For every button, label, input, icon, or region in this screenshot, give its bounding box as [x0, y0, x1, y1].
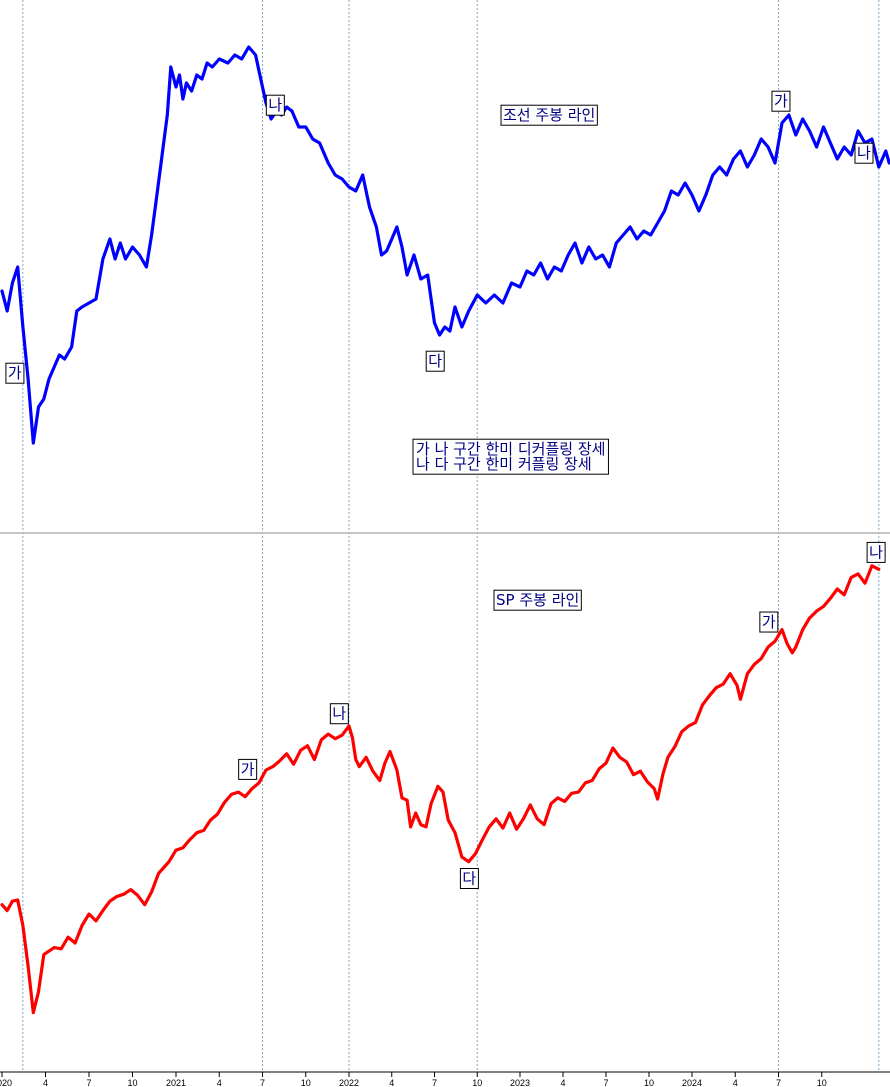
annotation-label: 나	[332, 705, 346, 723]
annotation-label-box	[459, 867, 479, 889]
x-tick-label: 10	[472, 1078, 482, 1087]
note-line: 나 다 구간 한미 커플링 장세	[416, 455, 592, 473]
x-tick-label: 2023	[510, 1078, 530, 1087]
annotation-label-box	[265, 94, 285, 116]
x-tick-label: 10	[817, 1078, 827, 1087]
x-tick-label: 10	[301, 1078, 311, 1087]
x-tick-label: 7	[603, 1078, 608, 1087]
x-tick-label: 7	[86, 1078, 91, 1087]
annotation-label: 다	[462, 869, 476, 887]
x-tick-label: 7	[432, 1078, 437, 1087]
notes-border	[412, 438, 609, 475]
vertical-gridlines	[22, 0, 880, 1072]
x-tick-label: 2021	[166, 1078, 186, 1087]
series-lines	[0, 45, 890, 1015]
x-axis: 2020 4 7 10 2021 4 7 10 2022 4 7 10 2023 4 7 10 2024 4 7 10	[0, 1072, 827, 1087]
chart-title-bottom: SP 주봉 라인	[496, 591, 579, 609]
x-tick-label: 4	[43, 1078, 48, 1087]
chart-title-top-box	[500, 104, 598, 126]
annotation-label: 나	[268, 96, 282, 114]
chart-title-bottom-box	[493, 589, 582, 611]
annotation-label-box	[866, 541, 886, 563]
x-tick-label: 4	[389, 1078, 394, 1087]
chart-title-top: 조선 주봉 라인	[503, 106, 595, 124]
x-tick-label: 2024	[682, 1078, 702, 1087]
x-tick-label: 4	[733, 1078, 738, 1087]
annotation-label: 가	[774, 92, 788, 110]
annotation-label: 가	[762, 613, 776, 631]
x-tick-label: 4	[217, 1078, 222, 1087]
x-tick-label: 7	[776, 1078, 781, 1087]
annotation-label-box	[425, 350, 445, 372]
annotation-label: 가	[241, 760, 255, 778]
annotation-label: 다	[428, 352, 442, 370]
note-line: 가 나 구간 한미 디커플링 장세	[416, 440, 605, 458]
x-tick-label: 10	[644, 1078, 654, 1087]
series-line-sp	[0, 564, 881, 1015]
annotation-label-box	[5, 362, 25, 384]
annotation-label-box	[759, 611, 779, 633]
x-tick-label: 7	[260, 1078, 265, 1087]
x-tick-label: 4	[560, 1078, 565, 1087]
x-tick-label: 2022	[339, 1078, 359, 1087]
x-tick-label: 2020	[0, 1078, 12, 1087]
annotation-label-box	[329, 703, 349, 725]
series-line-shipbuilding	[0, 45, 890, 445]
x-tick-label: 10	[127, 1078, 137, 1087]
annotation-label: 나	[857, 144, 871, 162]
notes-box: 가 나 구간 한미 디커플링 장세나 다 구간 한미 커플링 장세	[412, 438, 609, 475]
annotation-label: 나	[869, 543, 883, 561]
annotation-label-box	[854, 142, 874, 164]
annotation-label-box	[771, 90, 791, 112]
annotation-label-box	[238, 758, 258, 780]
annotation-label: 가	[8, 364, 22, 382]
